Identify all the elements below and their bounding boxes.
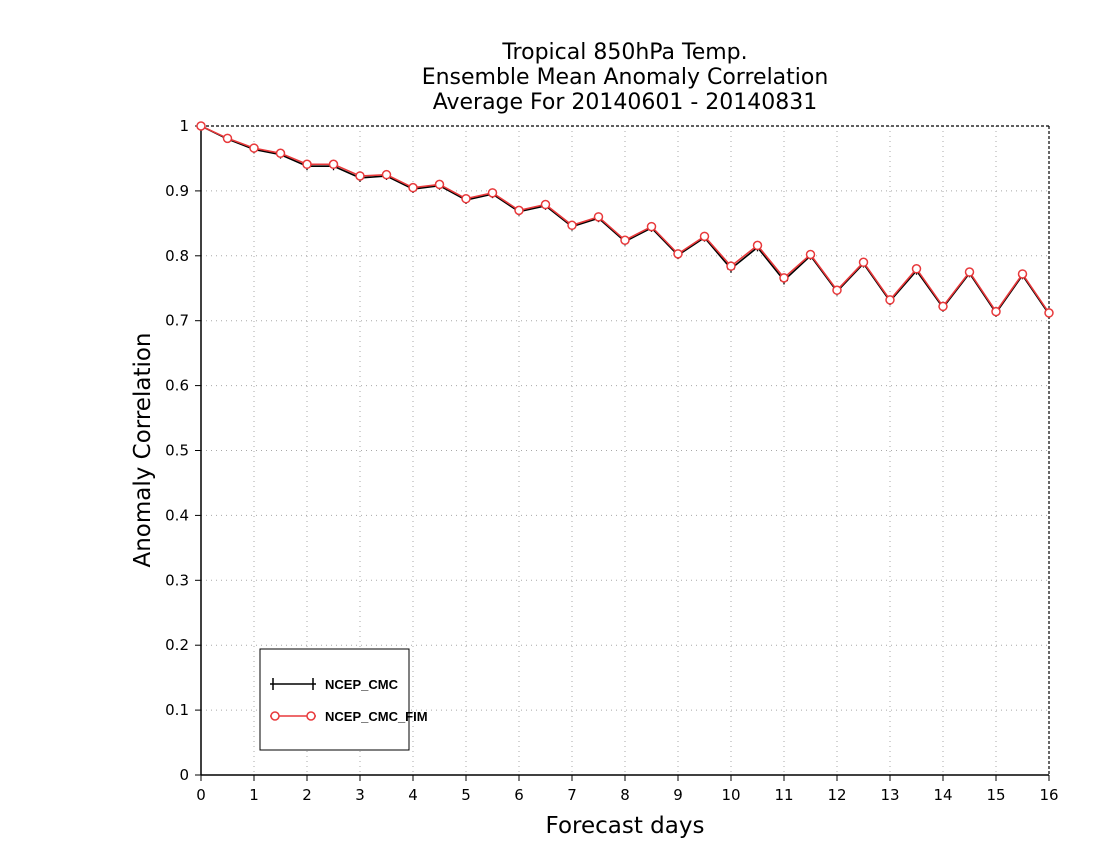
x-tick-label-1: 1 [249, 786, 259, 804]
series-1-point-10 [461, 193, 471, 204]
series-1-point-14 [567, 220, 577, 231]
chart-title-line-2: Ensemble Mean Anomaly Correlation [422, 65, 829, 90]
x-tick-label-7: 7 [567, 786, 577, 804]
x-tick-label-12: 12 [827, 786, 846, 804]
series-1-point-9 [434, 179, 445, 190]
x-tick-label-13: 13 [880, 786, 899, 804]
series-1-point-8 [408, 182, 418, 193]
y-tick-label-7: 0.7 [165, 312, 189, 330]
series-1-point-13 [540, 199, 551, 210]
y-tick-label-9: 0.9 [165, 182, 189, 200]
x-tick-label-14: 14 [933, 786, 952, 804]
y-tick-label-6: 0.6 [165, 377, 189, 395]
x-tick-label-6: 6 [514, 786, 524, 804]
x-tick-label-3: 3 [355, 786, 365, 804]
y-tick-label-8: 0.8 [165, 247, 189, 265]
series-1-point-30 [991, 306, 1001, 317]
legend: NCEP_CMC NCEP_CMC_FIM [259, 648, 428, 751]
series-1-point-26 [885, 295, 895, 305]
series-1-point-16 [620, 235, 630, 245]
series-1-point-6 [355, 171, 365, 181]
legend-marker-ncep-cmc-fim-right [306, 711, 316, 721]
chart-title-line-3: Average For 20140601 - 20140831 [433, 90, 818, 115]
x-tick-label-10: 10 [721, 786, 740, 804]
x-tick-label-11: 11 [774, 786, 793, 804]
series-1-point-1 [222, 133, 233, 144]
y-tick-label-3: 0.3 [165, 571, 189, 589]
series-1-point-31 [1017, 269, 1028, 279]
y-tick-label-2: 0.2 [165, 636, 189, 654]
series-1-point-29 [964, 267, 975, 277]
y-tick-label-10: 1 [179, 117, 189, 135]
series-1-point-15 [593, 212, 604, 222]
y-tick-label-0: 0 [179, 766, 189, 784]
y-tick-label-4: 0.4 [165, 506, 189, 524]
series-1-point-28 [938, 301, 948, 312]
series-1-point-3 [275, 148, 286, 159]
series-1-point-0 [196, 121, 206, 131]
x-tick-label-5: 5 [461, 786, 471, 804]
series-1-point-18 [673, 249, 683, 259]
series-layer [196, 121, 1054, 319]
y-tick-label-1: 0.1 [165, 701, 189, 719]
legend-box [259, 648, 410, 751]
x-tick-label-0: 0 [196, 786, 206, 804]
x-tick-label-2: 2 [302, 786, 312, 804]
series-1-point-17 [646, 221, 657, 232]
chart-title: Tropical 850hPa Temp. Ensemble Mean Anom… [422, 40, 829, 115]
legend-label-ncep-cmc: NCEP_CMC [325, 677, 399, 692]
series-1-point-24 [832, 285, 842, 295]
x-tick-label-4: 4 [408, 786, 418, 804]
x-tick-label-16: 16 [1039, 786, 1058, 804]
series-1-point-25 [858, 257, 869, 268]
x-axis-label: Forecast days [546, 813, 705, 839]
tick-labels: 0 1 2 3 4 5 6 7 8 9 10 11 12 13 14 15 1600.10.20.30.40.5… [165, 117, 1058, 804]
x-tick-label-9: 9 [673, 786, 683, 804]
x-tick-label-8: 8 [620, 786, 630, 804]
series-1-point-27 [911, 264, 922, 274]
series-1-point-21 [752, 240, 763, 251]
series-1-point-2 [249, 143, 259, 153]
legend-marker-ncep-cmc-fim-left [270, 711, 280, 721]
series-1-point-7 [381, 169, 392, 180]
series-1-point-23 [805, 249, 816, 260]
series-1-point-22 [779, 273, 789, 283]
y-axis-label: Anomaly Correlation [130, 332, 156, 567]
series-1-point-19 [699, 231, 710, 242]
chart-title-line-1: Tropical 850hPa Temp. [501, 40, 747, 65]
x-tick-label-15: 15 [986, 786, 1005, 804]
series-1-point-4 [302, 159, 312, 170]
series-1-point-20 [726, 261, 736, 271]
series-1-point-32 [1044, 308, 1054, 318]
series-1-point-12 [514, 205, 524, 216]
axes [195, 125, 1050, 781]
legend-item-ncep-cmc-fim: NCEP_CMC_FIM [270, 709, 428, 724]
series-1-point-5 [328, 159, 339, 170]
y-tick-label-5: 0.5 [165, 442, 189, 460]
legend-item-ncep-cmc: NCEP_CMC [270, 677, 399, 692]
legend-label-ncep-cmc-fim: NCEP_CMC_FIM [325, 709, 428, 724]
series-1-point-11 [487, 188, 498, 198]
